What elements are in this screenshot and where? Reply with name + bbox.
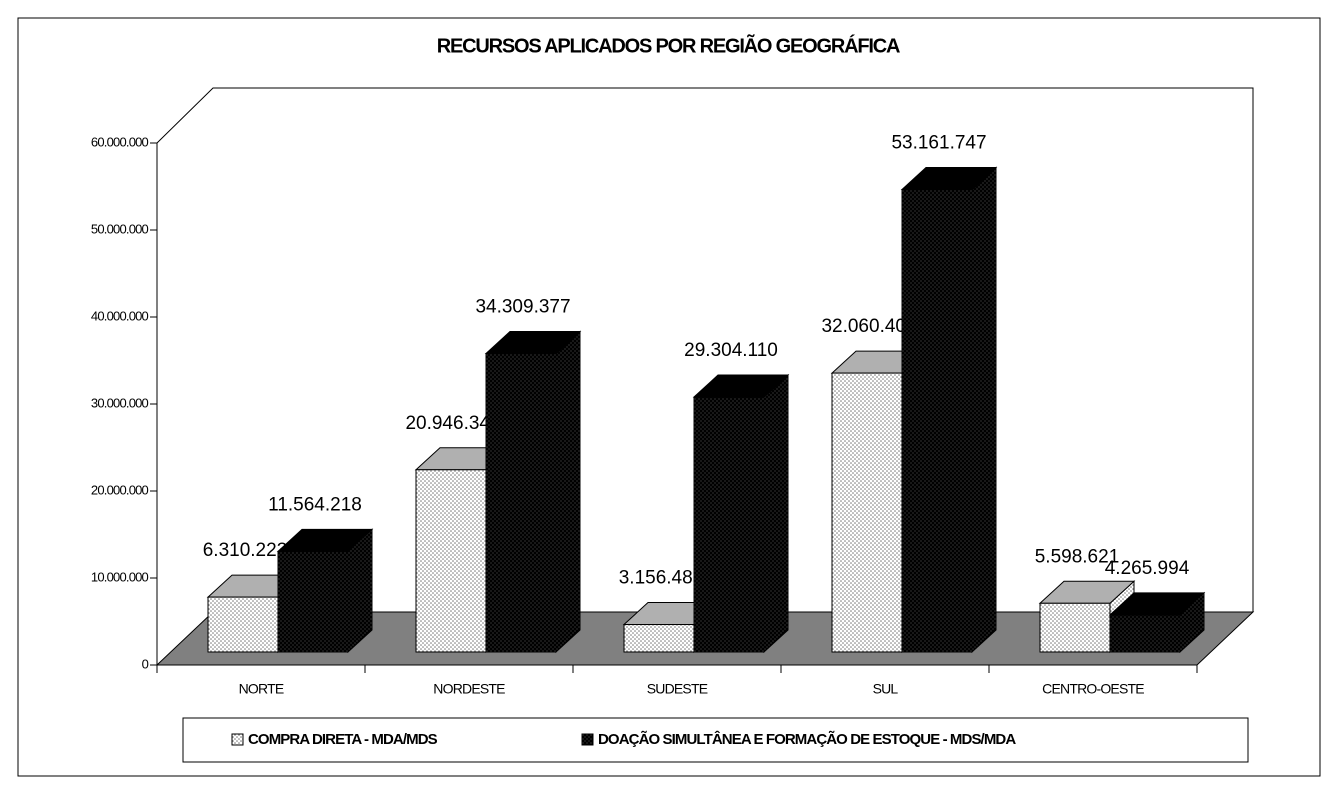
legend-swatch <box>231 733 244 746</box>
x-tick-label: SUDESTE <box>647 681 708 697</box>
bar <box>1109 614 1181 653</box>
y-tick-label: 0 <box>142 656 149 671</box>
y-tick-label: 30.000.000 <box>91 395 149 410</box>
bar <box>1039 602 1111 653</box>
legend-label: DOAÇÃO SIMULTÂNEA E FORMAÇÃO DE ESTOQUE … <box>598 730 1016 748</box>
data-label: 5.598.621 <box>1035 546 1120 567</box>
x-tick-label: NORDESTE <box>433 681 505 697</box>
bar <box>415 469 487 653</box>
data-label: 53.161.747 <box>891 133 986 154</box>
data-label: 34.309.377 <box>475 297 570 318</box>
data-label: 6.310.223 <box>203 540 288 561</box>
back-wall <box>156 87 1254 612</box>
data-label: 4.265.994 <box>1105 558 1190 579</box>
x-tick-label: SUL <box>873 681 899 697</box>
chart-title: RECURSOS APLICADOS POR REGIÃO GEOGRÁFICA <box>437 34 900 57</box>
bar <box>901 188 973 653</box>
bar <box>485 353 557 653</box>
y-tick-label: 20.000.000 <box>91 482 149 497</box>
bar-side <box>763 373 789 654</box>
data-label: 11.564.218 <box>268 494 362 515</box>
data-label: 29.304.110 <box>684 340 778 361</box>
bar <box>693 396 765 653</box>
data-label: 3.156.483 <box>619 568 704 589</box>
bar <box>207 596 279 653</box>
bar-side <box>555 330 581 654</box>
y-tick-label: 60.000.000 <box>91 134 149 149</box>
bar <box>831 372 903 653</box>
x-tick-label: CENTRO-OESTE <box>1042 681 1144 697</box>
data-label: 20.946.343 <box>405 413 500 434</box>
data-label: 32.060.400 <box>821 316 916 337</box>
bar <box>277 550 349 653</box>
x-tick-label: NORTE <box>239 681 284 697</box>
y-tick-label: 50.000.000 <box>91 221 149 236</box>
bar-side <box>971 166 997 654</box>
y-tick-label: 10.000.000 <box>91 569 149 584</box>
y-tick-label: 40.000.000 <box>91 308 149 323</box>
bar <box>623 624 695 653</box>
legend <box>182 717 1249 763</box>
legend-label: COMPRA DIRETA - MDA/MDS <box>248 731 438 748</box>
legend-swatch <box>581 733 594 746</box>
